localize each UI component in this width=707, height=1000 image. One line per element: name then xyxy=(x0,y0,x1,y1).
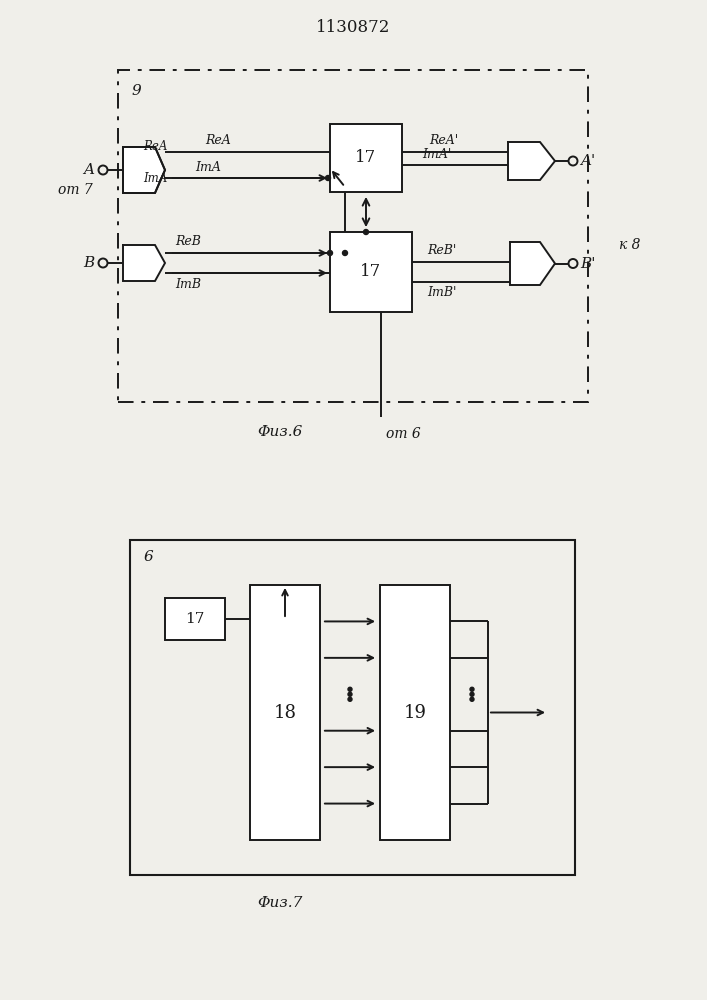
Text: 19: 19 xyxy=(404,704,426,722)
Text: A: A xyxy=(83,163,95,177)
Text: от 6: от 6 xyxy=(386,427,421,441)
Text: ImB: ImB xyxy=(175,278,201,291)
Circle shape xyxy=(363,230,368,234)
Circle shape xyxy=(348,687,352,691)
Text: ReB': ReB' xyxy=(427,244,456,257)
Circle shape xyxy=(348,697,352,701)
Bar xyxy=(330,124,402,192)
Text: ReB: ReB xyxy=(175,235,201,248)
Bar xyxy=(380,585,450,840)
Circle shape xyxy=(470,687,474,691)
Text: ReA: ReA xyxy=(143,140,168,153)
Polygon shape xyxy=(123,245,165,281)
Circle shape xyxy=(348,692,352,696)
Bar xyxy=(118,70,588,402)
Text: ReA': ReA' xyxy=(429,134,458,147)
Text: 9: 9 xyxy=(132,84,141,98)
Text: 18: 18 xyxy=(274,704,296,722)
Text: 1130872: 1130872 xyxy=(316,19,390,36)
Bar xyxy=(165,598,225,640)
Text: 17: 17 xyxy=(361,263,382,280)
Polygon shape xyxy=(510,242,555,285)
Text: к 8: к 8 xyxy=(619,238,641,252)
Text: B': B' xyxy=(580,256,596,270)
Circle shape xyxy=(342,250,348,255)
Text: ImA: ImA xyxy=(143,172,168,185)
Polygon shape xyxy=(123,147,165,193)
Text: ImA': ImA' xyxy=(422,148,451,161)
Text: от 7: от 7 xyxy=(58,183,93,197)
Bar xyxy=(130,540,575,875)
Text: ImB': ImB' xyxy=(427,286,457,299)
Text: Φиз.7: Φиз.7 xyxy=(257,896,303,910)
Text: 17: 17 xyxy=(356,149,377,166)
Circle shape xyxy=(327,250,332,255)
Text: ImA: ImA xyxy=(195,161,221,174)
Circle shape xyxy=(470,692,474,696)
Bar xyxy=(330,232,412,312)
Text: Φиз.6: Φиз.6 xyxy=(257,425,303,439)
Bar xyxy=(250,585,320,840)
Text: ReA: ReA xyxy=(205,134,230,147)
Polygon shape xyxy=(508,142,555,180)
Text: B: B xyxy=(83,256,95,270)
Text: 6: 6 xyxy=(144,550,153,564)
Circle shape xyxy=(470,697,474,701)
Circle shape xyxy=(325,176,330,180)
Text: 17: 17 xyxy=(185,612,205,626)
Text: A': A' xyxy=(580,154,595,168)
